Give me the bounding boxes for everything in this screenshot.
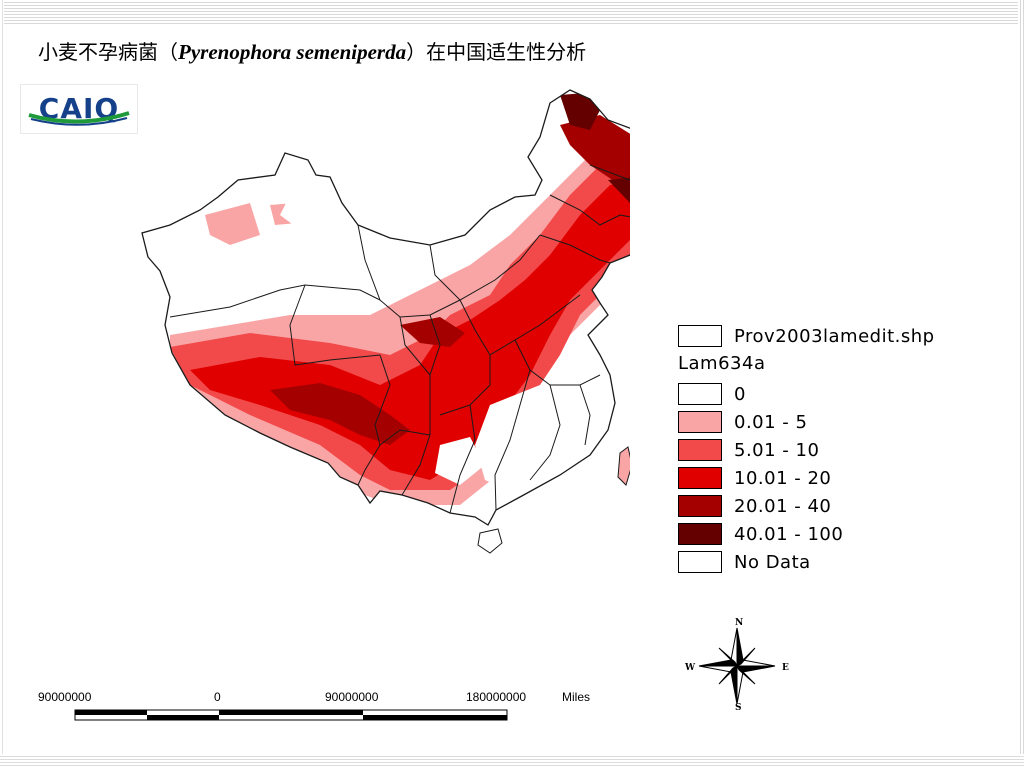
bottom-stripe-border xyxy=(0,754,1024,768)
title-species: Pyrenophora semeniperda xyxy=(178,40,407,64)
compass-e: E xyxy=(782,663,789,673)
legend-class-swatch xyxy=(678,411,722,433)
map-fill-layer xyxy=(142,90,630,525)
legend-class-row: No Data xyxy=(678,550,811,574)
legend-class-swatch xyxy=(678,551,722,573)
legend-layer-swatch xyxy=(678,325,722,347)
legend-class-label: 5.01 - 10 xyxy=(734,439,820,461)
compass-w: W xyxy=(684,663,696,673)
right-stripe-border xyxy=(1018,0,1024,768)
compass-rose: N S W E xyxy=(684,618,789,713)
legend-class-swatch xyxy=(678,439,722,461)
legend-class-label: 20.01 - 40 xyxy=(734,495,832,517)
caiq-logo: CAIQ xyxy=(20,84,138,134)
legend-field-name: Lam634a xyxy=(678,353,766,374)
scale-label-2: 0 xyxy=(214,690,221,704)
legend-class-swatch xyxy=(678,383,722,405)
legend-class-label: 0 xyxy=(734,383,746,405)
scale-label-4: 180000000 xyxy=(466,690,527,704)
title-prefix: 小麦不孕病菌（ xyxy=(38,40,178,64)
china-suitability-map xyxy=(141,89,630,554)
hainan-region xyxy=(477,528,503,554)
legend-class-label: No Data xyxy=(734,551,811,573)
legend-class-label: 40.01 - 100 xyxy=(734,523,844,545)
legend-class-row: 10.01 - 20 xyxy=(678,466,831,490)
legend-class-row: 20.01 - 40 xyxy=(678,494,831,518)
scale-label-3: 90000000 xyxy=(325,690,379,704)
legend-layer-row: Prov2003lamedit.shp xyxy=(678,324,935,348)
legend-class-row: 5.01 - 10 xyxy=(678,438,819,462)
legend-class-row: 40.01 - 100 xyxy=(678,522,843,546)
legend-layer-name: Prov2003lamedit.shp xyxy=(734,325,935,347)
legend-class-row: 0.01 - 5 xyxy=(678,410,807,434)
legend-class-swatch xyxy=(678,467,722,489)
province-borders xyxy=(141,89,630,526)
taiwan-region xyxy=(617,446,630,486)
legend-class-label: 10.01 - 20 xyxy=(734,467,832,489)
left-stripe-border xyxy=(0,0,4,768)
top-stripe-border xyxy=(0,0,1024,26)
legend-class-label: 0.01 - 5 xyxy=(734,411,808,433)
title-suffix: ）在中国适生性分析 xyxy=(406,40,587,64)
scale-label-1: 90000000 xyxy=(38,690,92,704)
scale-bar-graphic xyxy=(74,709,508,721)
legend-class-swatch xyxy=(678,495,722,517)
legend-class-swatch xyxy=(678,523,722,545)
compass-n: N xyxy=(735,618,743,628)
compass-s: S xyxy=(735,703,742,713)
legend-class-row: 0 xyxy=(678,382,746,406)
slide-title: 小麦不孕病菌（Pyrenophora semeniperda）在中国适生性分析 xyxy=(38,36,586,65)
scale-unit: Miles xyxy=(562,690,591,704)
